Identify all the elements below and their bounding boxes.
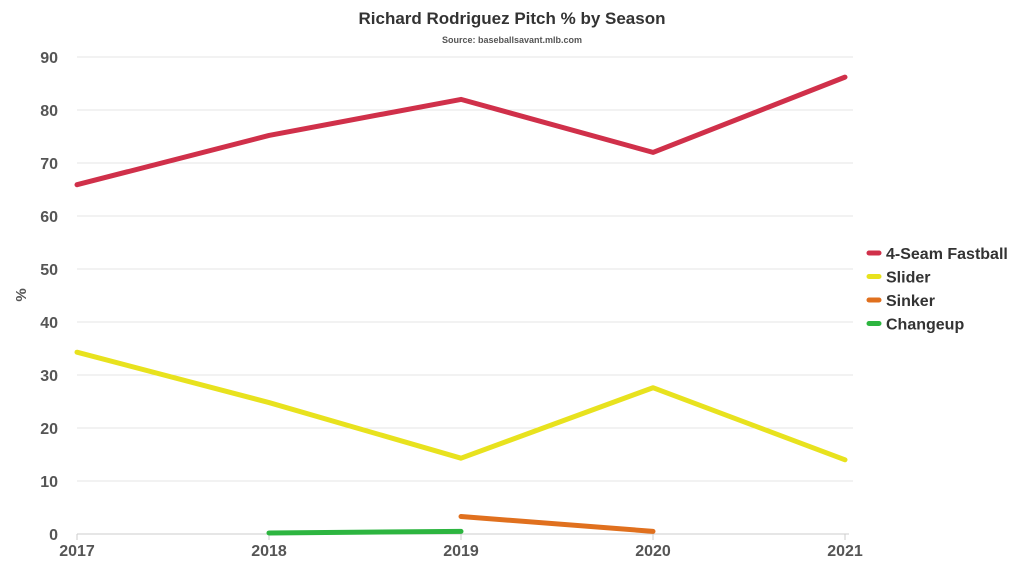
y-tick-label: 40 bbox=[40, 315, 58, 332]
legend-label: Sinker bbox=[886, 293, 935, 310]
y-tick-label: 20 bbox=[40, 421, 58, 438]
series-changeup-line bbox=[266, 528, 464, 536]
x-tick-label: 2021 bbox=[827, 543, 863, 560]
y-tick-label: 90 bbox=[40, 50, 58, 67]
chart-title: Richard Rodriguez Pitch % by Season bbox=[358, 9, 665, 28]
legend-label: Changeup bbox=[886, 317, 964, 334]
series-sinker-line bbox=[458, 514, 656, 534]
chart-subtitle: Source: baseballsavant.mlb.com bbox=[442, 35, 582, 45]
series-layer bbox=[74, 74, 848, 536]
series-slider-line bbox=[74, 349, 848, 463]
x-tick-label: 2020 bbox=[635, 543, 671, 560]
axis-layer: 0 10 20 30 40 50 60 70 80 90 2017 2018 2019 2020 2021 bbox=[40, 50, 863, 560]
y-axis-label: % bbox=[13, 288, 30, 301]
grid-layer bbox=[77, 56, 853, 482]
y-tick-label: 0 bbox=[49, 527, 58, 544]
y-tick-label: 30 bbox=[40, 368, 58, 385]
y-tick-label: 10 bbox=[40, 474, 58, 491]
y-tick-label: 80 bbox=[40, 103, 58, 120]
y-tick-label: 70 bbox=[40, 156, 58, 173]
x-tick-label: 2018 bbox=[251, 543, 287, 560]
x-tick-label: 2017 bbox=[59, 543, 95, 560]
x-tick-label: 2019 bbox=[443, 543, 479, 560]
series-4-seam-fastball-line bbox=[74, 74, 848, 188]
legend-label: 4-Seam Fastball bbox=[886, 246, 1008, 263]
y-tick-label: 60 bbox=[40, 209, 58, 226]
legend-label: Slider bbox=[886, 270, 930, 287]
y-tick-label: 50 bbox=[40, 262, 58, 279]
legend: 4-Seam Fastball Slider Sinker Changeup bbox=[866, 246, 1008, 334]
